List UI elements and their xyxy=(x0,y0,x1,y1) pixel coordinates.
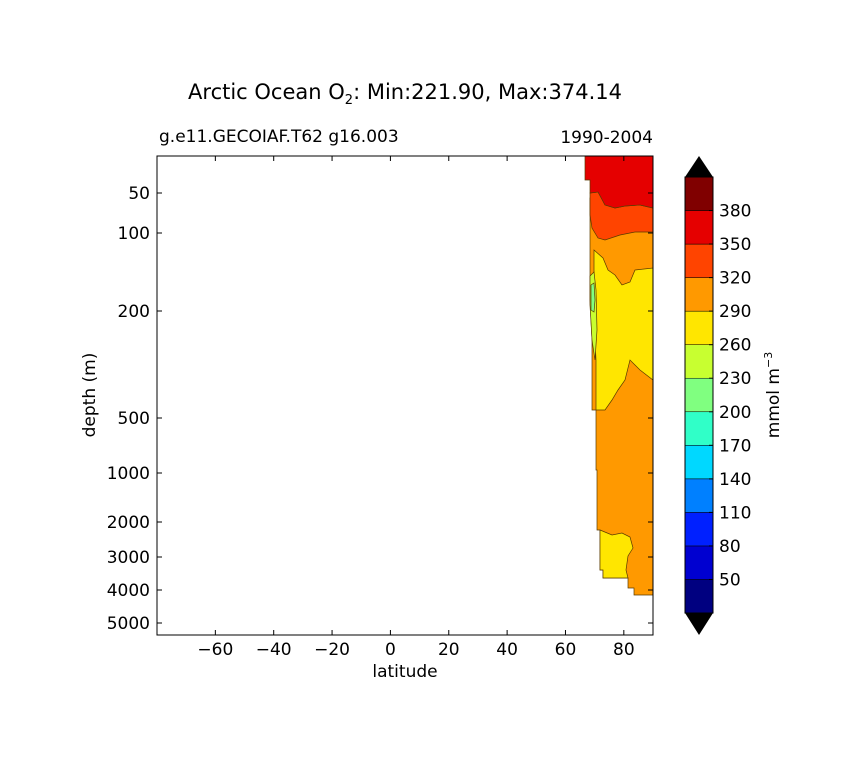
colorbar-cell xyxy=(684,377,714,413)
x-tick-label: 80 xyxy=(613,640,635,660)
colorbar-label: mmol m−3 xyxy=(762,352,784,438)
plot-frame xyxy=(156,155,654,636)
colorbar-tick-label: 110 xyxy=(719,503,751,523)
colorbar-cell xyxy=(684,277,714,312)
colorbar-under-arrow xyxy=(685,613,713,635)
colorbar-tick-label: 230 xyxy=(719,369,751,389)
colorbar-tick-label: 200 xyxy=(719,403,751,423)
contour-region-260-290 xyxy=(593,249,654,411)
contour-region-200-230 xyxy=(590,282,596,313)
colorbar-cell xyxy=(684,344,714,379)
colorbar-tick-label: 260 xyxy=(719,336,751,356)
y-tick-label: 3000 xyxy=(107,548,150,568)
colorbar-tick-label: 290 xyxy=(719,302,751,322)
x-tick-label: 0 xyxy=(385,640,396,660)
colorbar-tick-label: 170 xyxy=(719,436,751,456)
y-tick-label: 500 xyxy=(118,409,150,429)
colorbar-cell xyxy=(684,176,714,211)
y-tick-label: 5000 xyxy=(107,614,150,634)
plot-area: −60 −40 −20 0 20 40 60 80 50 100 200 500 1000 2000 30… xyxy=(107,155,654,660)
colorbar-tick-label: 80 xyxy=(719,537,741,557)
colorbar-cell xyxy=(684,243,714,278)
colorbar-tick-label: 320 xyxy=(719,269,751,289)
colorbar-cell xyxy=(684,411,714,446)
colorbar-cell xyxy=(684,310,714,345)
colorbar-cell xyxy=(684,445,714,480)
colorbar-cell xyxy=(684,512,714,547)
colorbar-cell xyxy=(684,478,714,513)
contour-regions xyxy=(584,155,654,596)
colorbar-ticks: 50 80 110 140 170 200 230 260 290 320 350 380 xyxy=(709,202,751,590)
colorbar-tick-label: 380 xyxy=(719,202,751,222)
chart-title: Arctic Ocean O2: Min:221.90, Max:374.14 xyxy=(188,80,622,108)
colorbar-cell xyxy=(684,210,714,245)
x-tick-label: −60 xyxy=(197,640,233,660)
colorbar-frame xyxy=(684,176,714,614)
colorbar-over-arrow xyxy=(685,156,713,177)
y-tick-label: 4000 xyxy=(107,581,150,601)
colorbar-tick-label: 350 xyxy=(719,235,751,255)
contour-region-260-290-deep xyxy=(599,529,634,579)
y-tick-label: 1000 xyxy=(107,464,150,484)
chart-subtitle-left: g.e11.GECOIAF.T62 g16.003 xyxy=(159,127,399,147)
colorbar: 50 80 110 140 170 200 230 260 290 320 350 380 mmol … xyxy=(684,156,784,635)
x-axis-label: latitude xyxy=(372,662,437,682)
colorbar-tick-label: 50 xyxy=(719,570,741,590)
y-tick-label: 200 xyxy=(118,302,150,322)
colorbar-cells xyxy=(684,176,714,614)
x-tick-label: 60 xyxy=(555,640,577,660)
x-tick-label: 20 xyxy=(438,640,460,660)
x-axis-ticks: −60 −40 −20 0 20 40 60 80 xyxy=(197,156,635,660)
x-tick-label: −40 xyxy=(256,640,292,660)
y-tick-label: 2000 xyxy=(107,513,150,533)
x-tick-label: 40 xyxy=(496,640,518,660)
y-axis-ticks: 50 100 200 500 1000 2000 3000 4000 5000 xyxy=(107,184,653,634)
colorbar-cell xyxy=(684,545,714,580)
y-tick-label: 50 xyxy=(128,184,150,204)
chart-subtitle-right: 1990-2004 xyxy=(560,128,653,148)
colorbar-tick-label: 140 xyxy=(719,470,751,490)
y-tick-label: 100 xyxy=(118,224,150,244)
x-tick-label: −20 xyxy=(314,640,350,660)
y-axis-label: depth (m) xyxy=(80,353,100,438)
plot-background xyxy=(157,156,653,635)
colorbar-cell xyxy=(684,579,714,614)
